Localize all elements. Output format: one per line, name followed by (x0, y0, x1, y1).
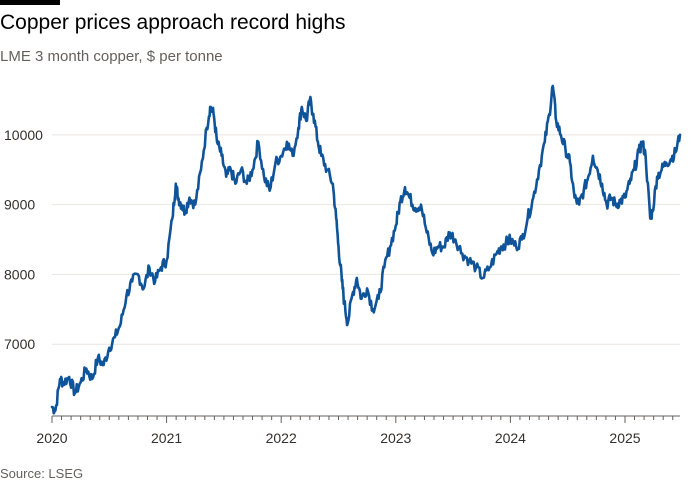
x-tick-label: 2024 (495, 430, 526, 446)
y-tick-label: 10000 (4, 127, 43, 143)
header-rule (0, 0, 60, 5)
x-tick-label: 2020 (36, 430, 67, 446)
x-tick-label: 2022 (266, 430, 297, 446)
x-tick-label: 2025 (609, 430, 640, 446)
chart-subtitle: LME 3 month copper, $ per tonne (0, 48, 223, 65)
source-note: Source: LSEG (0, 466, 84, 481)
y-tick-label: 8000 (4, 266, 35, 282)
copper-price-line (50, 84, 682, 415)
x-tick-label: 2021 (151, 430, 182, 446)
y-tick-label: 7000 (4, 336, 35, 352)
x-tick-label: 2023 (380, 430, 411, 446)
y-tick-label: 9000 (4, 197, 35, 213)
chart-title: Copper prices approach record highs (0, 11, 346, 34)
